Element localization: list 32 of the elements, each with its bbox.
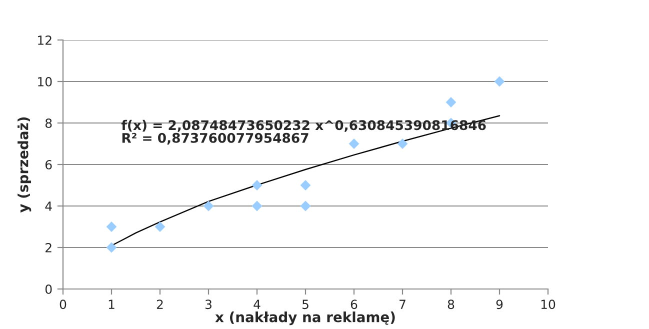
point	[300, 180, 311, 190]
x-tick-label: 10	[541, 300, 556, 310]
x-tick-label: 6	[350, 300, 358, 310]
point	[203, 200, 214, 212]
point	[300, 200, 311, 212]
x-tick-label: 8	[448, 300, 454, 310]
x-tick-label: 4	[254, 300, 260, 309]
y-tick-label: 2	[46, 242, 52, 252]
x-tick-label: 9	[496, 300, 503, 310]
x-tick-label: 0	[60, 300, 66, 310]
y-tick-label: 10	[38, 76, 52, 86]
y-tick-label: 6	[46, 160, 52, 170]
x-tick-label: 3	[205, 300, 212, 310]
x-tick-label: 2	[156, 300, 163, 309]
x-tick-label: 5	[302, 300, 308, 310]
point	[252, 180, 262, 190]
point	[106, 242, 117, 253]
x-tick-label: 1	[108, 300, 114, 309]
point	[397, 138, 408, 149]
x-tick-label: 7	[400, 300, 406, 309]
point	[154, 222, 166, 232]
y-tick-label: 4	[45, 202, 52, 211]
y-tick-label: 12	[38, 35, 52, 45]
point	[252, 200, 262, 212]
point	[106, 222, 117, 232]
point	[494, 76, 505, 87]
y-tick-label: 8	[45, 118, 52, 128]
y-tick-label: 0	[45, 284, 52, 294]
point	[348, 138, 360, 149]
point	[446, 97, 456, 108]
x-axis-title: x (nakłady na reklamę)	[215, 312, 395, 326]
y-axis-title: y (sprzedaż)	[18, 117, 32, 213]
